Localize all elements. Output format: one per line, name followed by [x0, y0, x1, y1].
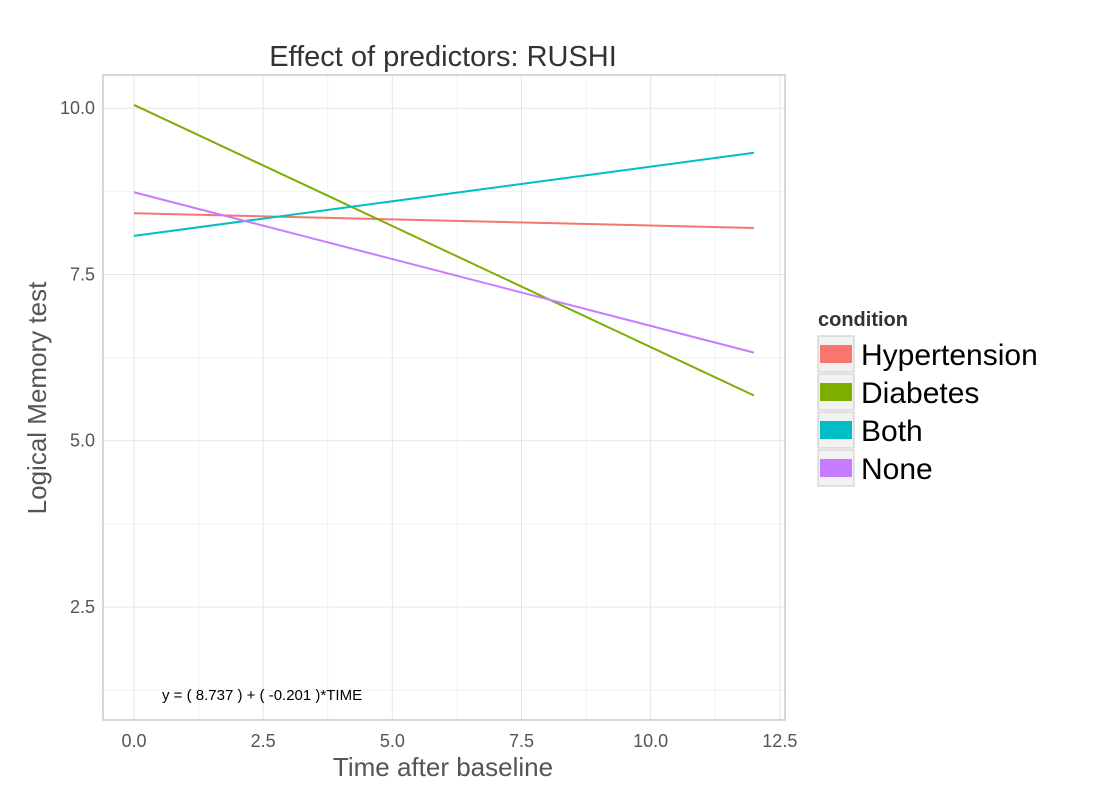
series-line-diabetes — [133, 104, 755, 397]
x-tick-label: 5.0 — [380, 731, 405, 751]
y-axis-title: Logical Memory test — [22, 281, 52, 514]
series-line-both — [133, 151, 755, 237]
regression-equation-annotation: y = ( 8.737 ) + ( -0.201 )*TIME — [162, 687, 362, 704]
axes — [102, 74, 786, 721]
x-axis-title: Time after baseline — [333, 752, 553, 782]
y-tick-label: 7.5 — [70, 264, 95, 284]
legend-title: condition — [818, 309, 908, 331]
legend-label-hypertension: Hypertension — [861, 339, 1038, 372]
x-tick-label: 2.5 — [251, 731, 276, 751]
legend-label-both: Both — [861, 415, 923, 448]
y-tick-label: 2.5 — [70, 597, 95, 617]
series-lines — [133, 104, 755, 397]
legend-swatch-none — [820, 459, 852, 477]
series-line-none — [133, 191, 755, 354]
legend: condition Hypertension Diabetes Both None — [817, 309, 1038, 487]
y-tick-label: 5.0 — [70, 431, 95, 451]
legend-swatch-hypertension — [820, 345, 852, 363]
legend-label-none: None — [861, 453, 933, 486]
legend-swatch-diabetes — [820, 383, 852, 401]
x-tick-label: 7.5 — [509, 731, 534, 751]
grid — [103, 75, 785, 720]
y-tick-label: 10.0 — [60, 98, 95, 118]
x-tick-label: 10.0 — [633, 731, 668, 751]
legend-label-diabetes: Diabetes — [861, 377, 979, 410]
legend-swatch-both — [820, 421, 852, 439]
x-tick-label: 12.5 — [762, 731, 797, 751]
plot-panel-border — [102, 74, 786, 721]
tick-labels: 0.0 2.5 5.0 7.5 10.0 12.5 2.5 5.0 7.5 10.0 — [60, 98, 797, 751]
x-tick-label: 0.0 — [121, 731, 146, 751]
chart-title: Effect of predictors: RUSHI — [269, 41, 617, 73]
series-line-hypertension — [133, 212, 755, 229]
